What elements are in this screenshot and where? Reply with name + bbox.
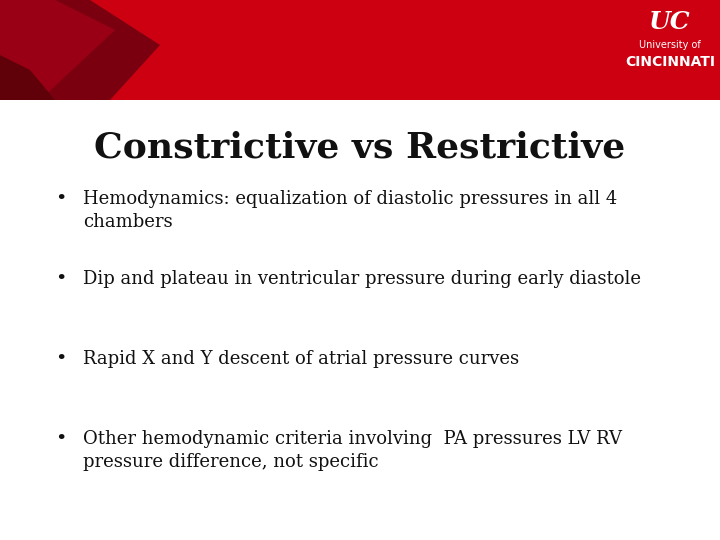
Text: CINCINNATI: CINCINNATI [625,55,715,69]
Polygon shape [0,55,55,100]
Text: •: • [55,190,67,208]
Text: UC: UC [649,10,690,34]
Polygon shape [0,0,160,100]
Text: Constrictive vs Restrictive: Constrictive vs Restrictive [94,131,626,165]
Text: Rapid X and Y descent of atrial pressure curves: Rapid X and Y descent of atrial pressure… [83,350,519,368]
Polygon shape [0,0,115,100]
Text: Hemodynamics: equalization of diastolic pressures in all 4
chambers: Hemodynamics: equalization of diastolic … [83,190,617,231]
Text: •: • [55,430,67,448]
Text: •: • [55,270,67,288]
Text: Other hemodynamic criteria involving  PA pressures LV RV
pressure difference, no: Other hemodynamic criteria involving PA … [83,430,622,471]
Text: University of: University of [639,40,701,50]
Text: •: • [55,350,67,368]
Bar [0,0,720,100]
Text: Dip and plateau in ventricular pressure during early diastole: Dip and plateau in ventricular pressure … [83,270,641,288]
